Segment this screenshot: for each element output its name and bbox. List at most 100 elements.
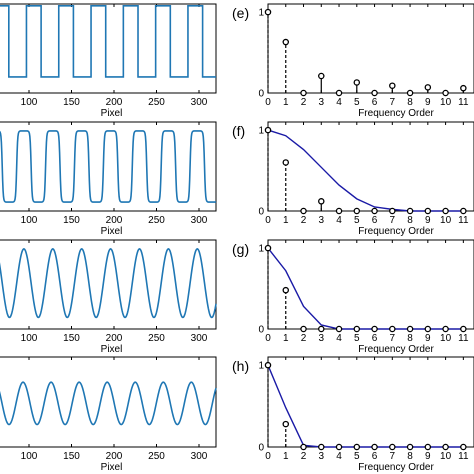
- stem-marker: [442, 325, 449, 333]
- stem-marker: [389, 325, 396, 333]
- stem-marker: [282, 38, 290, 46]
- x-tick-label: 100: [21, 451, 38, 462]
- x-axis-label: Frequency Order: [358, 462, 434, 473]
- x-tick-label: 2: [301, 215, 307, 226]
- stem-marker: [371, 89, 378, 97]
- x-tick-label: 1: [283, 333, 289, 344]
- stem-marker: [335, 207, 343, 215]
- x-tick-label: 300: [191, 333, 208, 344]
- x-tick-label: 2: [301, 333, 307, 344]
- stem-marker: [282, 286, 290, 294]
- stem-marker: [442, 89, 449, 97]
- stem-marker: [300, 207, 307, 215]
- y-tick-label: 0: [258, 443, 264, 454]
- y-tick-label: 0: [258, 89, 264, 100]
- stem-marker: [406, 89, 414, 97]
- stem-marker: [353, 325, 361, 333]
- stem-marker: [335, 443, 343, 451]
- x-tick-label: 150: [63, 451, 80, 462]
- plot-frame: [0, 121, 217, 212]
- y-tick-label: 1: [258, 361, 264, 372]
- stem-marker: [264, 8, 272, 16]
- stem-marker: [406, 207, 414, 215]
- stem-marker: [353, 207, 361, 215]
- stem-marker: [460, 443, 467, 451]
- x-tick-label: 3: [318, 451, 324, 462]
- x-tick-label: 300: [191, 215, 208, 226]
- stem-marker: [282, 420, 290, 428]
- stem-marker: [460, 207, 467, 215]
- waveform-line: [0, 381, 217, 426]
- x-tick-label: 150: [63, 97, 80, 108]
- plot-frame: [0, 3, 217, 94]
- x-axis-label: Pixel: [101, 462, 123, 473]
- x-tick-label: 11: [458, 451, 469, 462]
- x-tick-label: 9: [425, 97, 431, 108]
- stem-marker: [318, 198, 325, 205]
- x-tick-label: 6: [372, 451, 378, 462]
- x-tick-label: 0: [265, 451, 271, 462]
- stem-marker: [264, 126, 272, 134]
- x-tick-label: 4: [336, 97, 342, 108]
- x-axis-label: Frequency Order: [358, 226, 434, 237]
- x-tick-label: 150: [63, 215, 80, 226]
- x-tick-label: 10: [440, 97, 452, 108]
- waveform-line: [0, 248, 217, 319]
- y-tick-label: 1: [258, 8, 264, 19]
- x-tick-label: 6: [372, 97, 378, 108]
- x-tick-label: 3: [318, 97, 324, 108]
- stem-marker: [406, 325, 414, 333]
- stem-marker: [442, 443, 449, 451]
- x-tick-label: 150: [63, 333, 80, 344]
- x-tick-label: 7: [390, 97, 396, 108]
- x-tick-label: 4: [336, 451, 342, 462]
- plot-frame: [267, 121, 474, 212]
- x-axis-label: Frequency Order: [358, 108, 434, 119]
- x-tick-label: 9: [425, 451, 431, 462]
- x-tick-label: 2: [301, 97, 307, 108]
- x-tick-label: 6: [372, 215, 378, 226]
- x-axis-label: Frequency Order: [358, 344, 434, 355]
- stem-marker: [300, 443, 307, 451]
- x-tick-label: 200: [106, 215, 123, 226]
- panel-c: 100 150 200 250 300 Pixel: [0, 239, 217, 355]
- x-tick-label: 4: [336, 215, 342, 226]
- panel-d: 100 150 200 250 300 Pixel: [0, 356, 217, 473]
- x-tick-label: 1: [283, 451, 289, 462]
- x-tick-label: 4: [336, 333, 342, 344]
- waveform-line: [0, 130, 217, 203]
- y-tick-label: 1: [258, 244, 264, 255]
- stem-marker: [318, 443, 325, 451]
- x-tick-label: 9: [425, 333, 431, 344]
- x-tick-label: 8: [407, 333, 413, 344]
- x-tick-label: 8: [407, 215, 413, 226]
- stem-marker: [353, 79, 361, 86]
- waveform-line: [0, 4, 216, 78]
- x-tick-label: 11: [458, 333, 469, 344]
- plot-frame: [0, 239, 217, 330]
- panel-a: 100 150 200 250 300 Pixel: [0, 3, 217, 119]
- x-tick-label: 10: [440, 215, 452, 226]
- panel-label: (g): [232, 241, 249, 257]
- x-tick-label: 300: [191, 97, 208, 108]
- stem-marker: [300, 89, 307, 97]
- x-tick-label: 1: [283, 215, 289, 226]
- y-tick-label: 0: [258, 207, 264, 218]
- stem-marker: [335, 325, 343, 333]
- x-tick-label: 7: [390, 333, 396, 344]
- x-tick-label: 5: [354, 97, 360, 108]
- x-axis-label: Pixel: [101, 108, 123, 119]
- stem-marker: [424, 325, 432, 333]
- stem-marker: [264, 244, 272, 252]
- stem-marker: [318, 325, 325, 333]
- x-tick-label: 300: [191, 451, 208, 462]
- x-tick-label: 0: [265, 97, 271, 108]
- x-tick-label: 200: [106, 333, 123, 344]
- stem-marker: [460, 84, 467, 92]
- stem-marker: [389, 443, 396, 451]
- stem-marker: [353, 443, 361, 451]
- stem-marker: [371, 443, 378, 451]
